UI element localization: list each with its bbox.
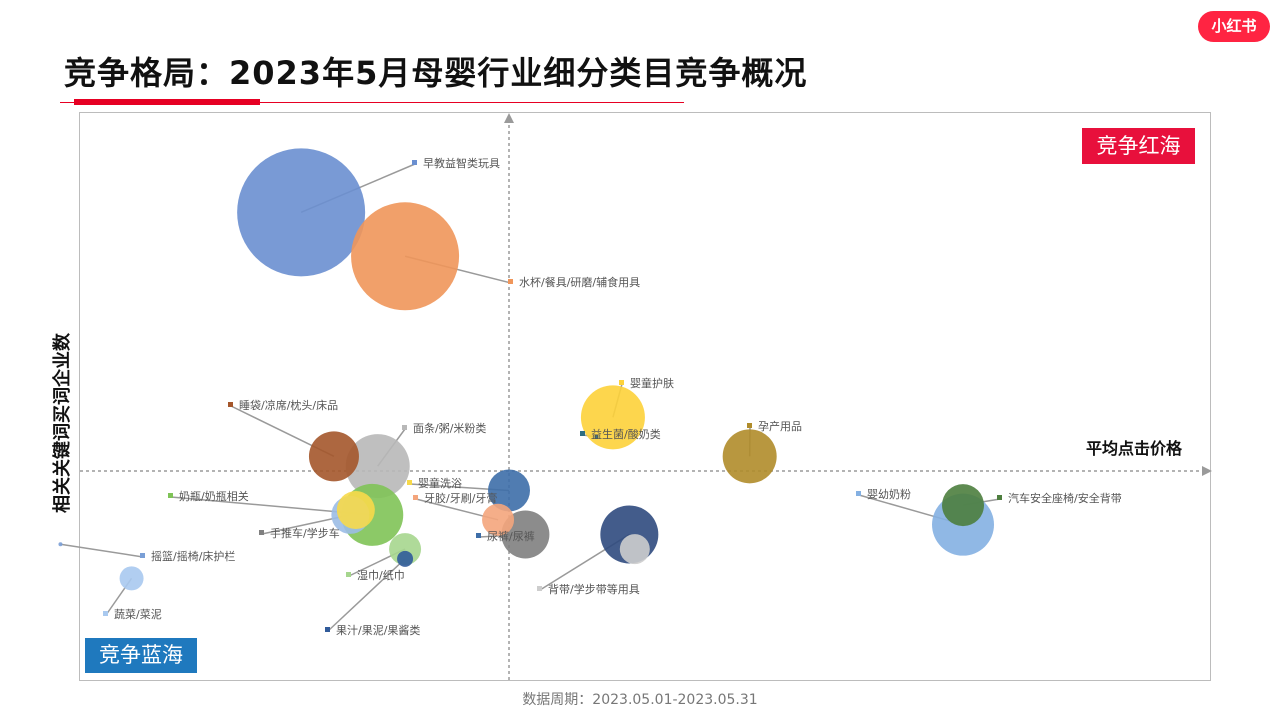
series-marker bbox=[168, 493, 173, 498]
bubble-point bbox=[594, 434, 599, 439]
x-axis-arrow bbox=[1202, 466, 1212, 476]
series-label: 面条/粥/米粉类 bbox=[413, 421, 486, 435]
series-label: 早教益智类玩具 bbox=[423, 156, 500, 170]
page-title: 竞争格局：2023年5月母婴行业细分类目竞争概况 bbox=[64, 54, 808, 92]
series-marker bbox=[413, 495, 418, 500]
series-label: 果汁/果泥/果酱类 bbox=[336, 623, 420, 637]
series-marker bbox=[476, 533, 481, 538]
bubble-point bbox=[397, 550, 414, 567]
series-label: 汽车安全座椅/安全背带 bbox=[1008, 491, 1122, 505]
y-axis-arrow bbox=[504, 113, 514, 123]
series-marker bbox=[747, 423, 752, 428]
series-marker bbox=[228, 402, 233, 407]
bubble-point bbox=[942, 484, 985, 527]
bubble-point bbox=[308, 431, 359, 482]
series-label: 尿裤/尿裤 bbox=[487, 529, 535, 543]
series-marker bbox=[580, 431, 585, 436]
blue-ocean-label: 竞争蓝海 bbox=[85, 638, 197, 673]
series-label: 牙胶/牙刷/牙膏 bbox=[424, 491, 497, 505]
bubble-point bbox=[580, 385, 645, 450]
title-underline bbox=[60, 102, 684, 103]
y-axis-title: 相关关键词买词企业数 bbox=[52, 333, 73, 513]
leader-line bbox=[60, 543, 144, 558]
series-label: 孕产用品 bbox=[758, 419, 802, 433]
bubble-point bbox=[58, 542, 63, 547]
series-label: 奶瓶/奶瓶相关 bbox=[179, 489, 249, 503]
series-label: 婴童护肤 bbox=[630, 376, 674, 390]
bubble-point bbox=[237, 148, 366, 277]
series-label: 蔬菜/菜泥 bbox=[114, 608, 162, 621]
bubble-point bbox=[389, 533, 422, 566]
series-marker bbox=[856, 491, 861, 496]
series-label: 手推车/学步车 bbox=[270, 526, 340, 540]
series-marker bbox=[259, 530, 264, 535]
bubble-point bbox=[345, 434, 410, 499]
series-marker bbox=[508, 279, 513, 284]
series-marker bbox=[325, 627, 330, 632]
red-ocean-label: 竞争红海 bbox=[1082, 128, 1195, 164]
bubble-point bbox=[482, 503, 515, 536]
series-marker bbox=[407, 480, 412, 485]
bubble-point bbox=[619, 534, 650, 565]
series-label: 摇篮/摇椅/床护栏 bbox=[151, 549, 235, 563]
series-marker bbox=[103, 611, 108, 616]
data-period-footer: 数据周期：2023.05.01-2023.05.31 bbox=[522, 692, 758, 708]
series-label: 婴幼奶粉 bbox=[867, 487, 911, 501]
title-underline-accent bbox=[74, 99, 260, 105]
series-label: 背带/学步带等用具 bbox=[548, 582, 640, 596]
series-label: 睡袋/凉席/枕头/床品 bbox=[239, 398, 338, 412]
series-marker bbox=[537, 586, 542, 591]
series-marker bbox=[412, 160, 417, 165]
bubble-point bbox=[351, 202, 460, 311]
x-axis-title: 平均点击价格 bbox=[1086, 439, 1183, 458]
bubble-point bbox=[119, 566, 144, 591]
series-label: 益生菌/酸奶类 bbox=[591, 427, 661, 441]
series-label: 水杯/餐具/研磨/辅食用具 bbox=[519, 275, 640, 289]
bubble-point bbox=[488, 469, 530, 512]
xiaohongshu-logo: 小红书 bbox=[1198, 11, 1270, 42]
bubble-point bbox=[336, 491, 375, 530]
series-marker bbox=[997, 495, 1002, 500]
series-label: 湿巾/纸巾 bbox=[357, 568, 405, 582]
series-marker bbox=[402, 425, 407, 430]
series-marker bbox=[346, 572, 351, 577]
series-marker bbox=[619, 380, 624, 385]
series-label: 婴童洗浴 bbox=[418, 476, 462, 490]
series-marker bbox=[140, 553, 145, 558]
leader-line bbox=[327, 558, 406, 632]
chart-frame bbox=[79, 112, 1211, 681]
bubble-point bbox=[722, 429, 777, 484]
